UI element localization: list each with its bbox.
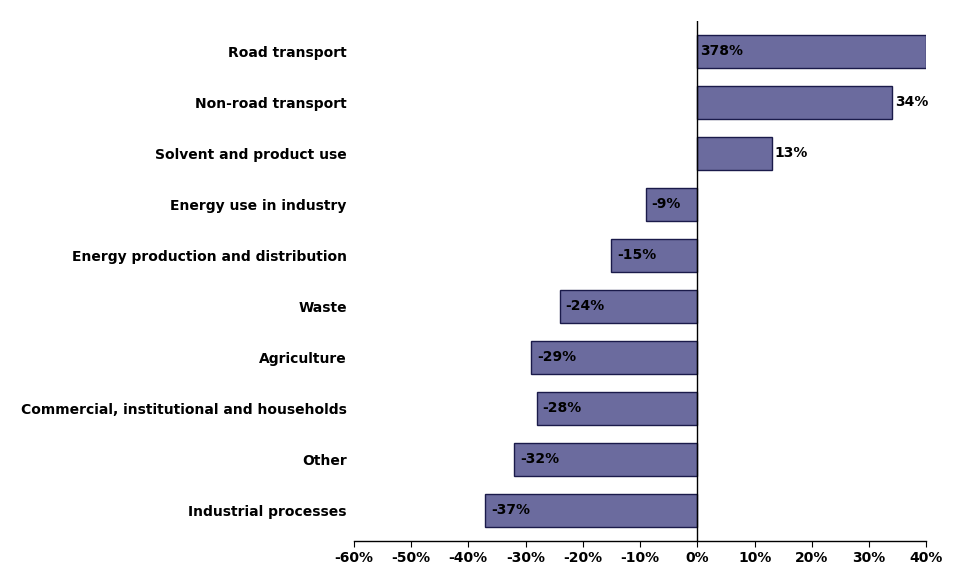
Bar	[560, 289, 697, 323]
Bar	[697, 86, 892, 119]
Text: -15%: -15%	[617, 248, 656, 263]
Text: -32%: -32%	[520, 452, 559, 466]
Text: 13%: 13%	[775, 146, 808, 161]
Bar	[611, 239, 697, 272]
Text: -29%: -29%	[537, 350, 576, 364]
Text: -9%: -9%	[652, 197, 681, 212]
Bar	[697, 137, 772, 170]
Text: 34%: 34%	[895, 96, 928, 110]
Text: -37%: -37%	[491, 503, 530, 517]
Bar	[697, 35, 926, 68]
Bar	[531, 340, 697, 374]
Bar	[514, 442, 697, 476]
Bar	[486, 493, 697, 527]
Text: -24%: -24%	[566, 299, 604, 314]
Text: -28%: -28%	[543, 401, 582, 415]
Bar	[646, 188, 697, 221]
Bar	[537, 391, 697, 425]
Text: 378%: 378%	[700, 45, 743, 59]
